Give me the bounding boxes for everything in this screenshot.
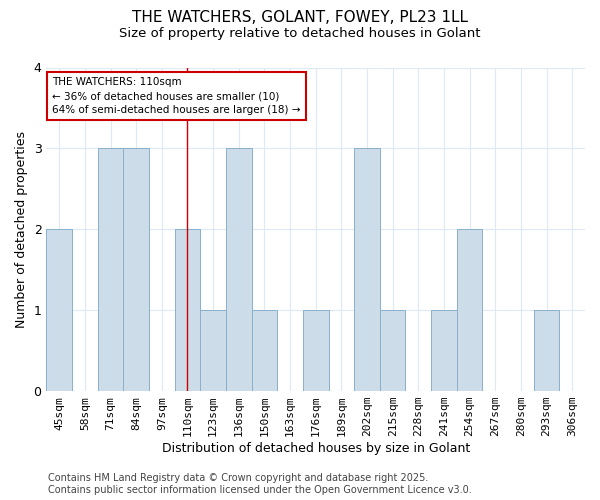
Text: THE WATCHERS: 110sqm
← 36% of detached houses are smaller (10)
64% of semi-detac: THE WATCHERS: 110sqm ← 36% of detached h… bbox=[52, 77, 301, 115]
Y-axis label: Number of detached properties: Number of detached properties bbox=[15, 131, 28, 328]
Bar bbox=[124, 148, 149, 391]
Text: Contains HM Land Registry data © Crown copyright and database right 2025.
Contai: Contains HM Land Registry data © Crown c… bbox=[48, 474, 472, 495]
Bar bbox=[251, 310, 277, 391]
Bar bbox=[226, 148, 251, 391]
Bar bbox=[175, 230, 200, 391]
Bar bbox=[354, 148, 380, 391]
Bar bbox=[534, 310, 559, 391]
Text: Size of property relative to detached houses in Golant: Size of property relative to detached ho… bbox=[119, 28, 481, 40]
Bar bbox=[431, 310, 457, 391]
Bar bbox=[46, 230, 72, 391]
X-axis label: Distribution of detached houses by size in Golant: Distribution of detached houses by size … bbox=[161, 442, 470, 455]
Bar bbox=[303, 310, 329, 391]
Text: THE WATCHERS, GOLANT, FOWEY, PL23 1LL: THE WATCHERS, GOLANT, FOWEY, PL23 1LL bbox=[132, 10, 468, 25]
Bar bbox=[457, 230, 482, 391]
Bar bbox=[200, 310, 226, 391]
Bar bbox=[380, 310, 406, 391]
Bar bbox=[98, 148, 124, 391]
